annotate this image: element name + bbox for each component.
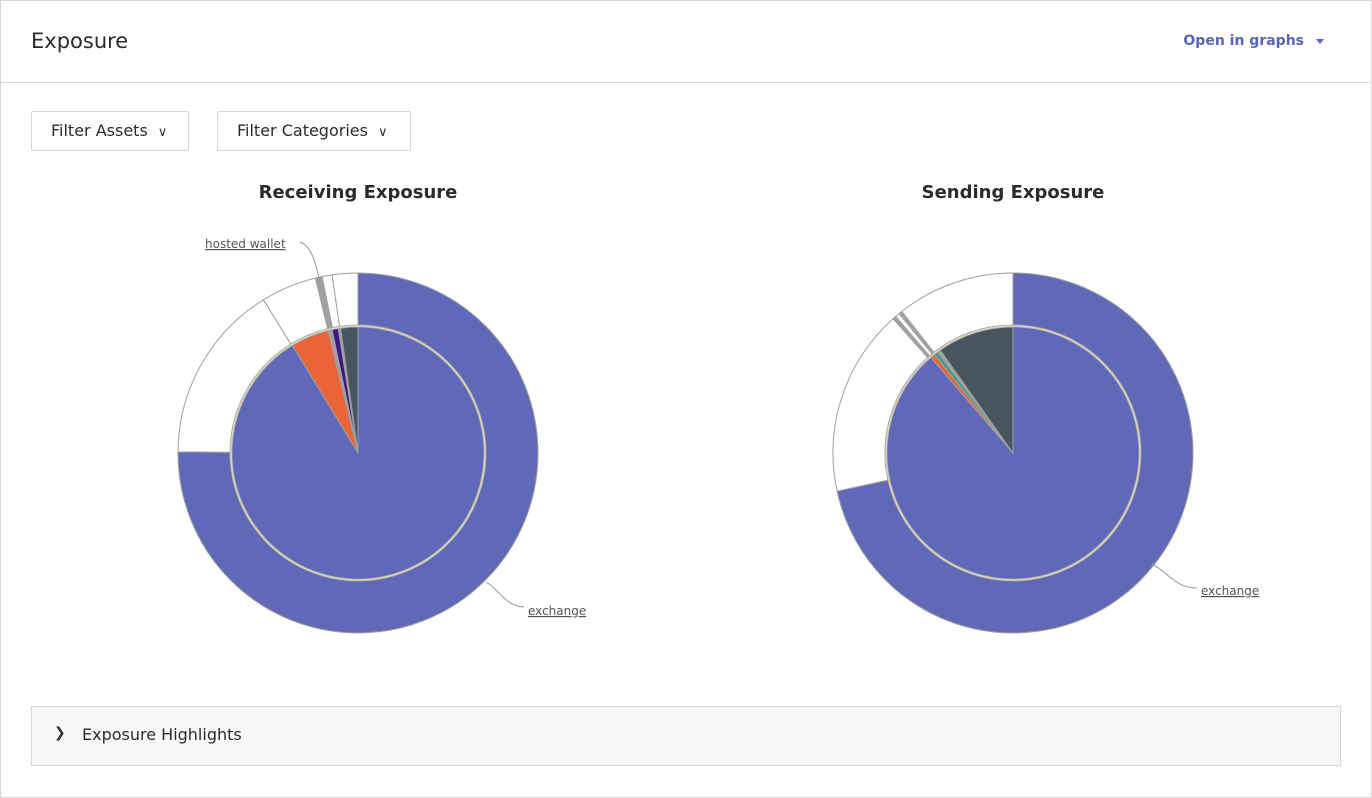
filter-categories-label: Filter Categories — [237, 121, 368, 140]
open-in-graphs-button[interactable]: Open in graphs — [1183, 33, 1324, 49]
receiving-exchange-label[interactable]: exchange — [528, 604, 586, 618]
chevron-right-icon: ❯ — [54, 725, 66, 741]
exposure-charts: hosted wallet exchange exchange — [177, 237, 1259, 634]
filter-categories-dropdown[interactable]: Filter Categories ∨ — [217, 111, 411, 151]
ring-separator — [885, 325, 1141, 581]
receiving-exposure-pie — [177, 272, 539, 634]
inner-slice-5[interactable] — [340, 326, 359, 454]
hosted-wallet-leader-line — [299, 241, 321, 283]
outer-slice-5[interactable] — [901, 272, 1014, 354]
sending-exchange-leader-line — [1151, 563, 1198, 589]
receiving-exchange-leader-line — [485, 581, 525, 608]
exposure-highlights-accordion[interactable]: ❯ Exposure Highlights — [31, 706, 1341, 766]
ring-separator — [230, 325, 486, 581]
chevron-down-icon: ∨ — [377, 125, 388, 140]
open-in-graphs-label: Open in graphs — [1183, 33, 1304, 49]
hosted-wallet-label[interactable]: hosted wallet — [205, 237, 286, 251]
exposure-highlights-label: Exposure Highlights — [82, 725, 242, 744]
outer-slice-5[interactable] — [331, 272, 359, 327]
sending-exchange-label[interactable]: exchange — [1201, 584, 1259, 598]
inner-slice-4[interactable] — [939, 326, 1014, 455]
chevron-down-icon: ∨ — [157, 125, 168, 140]
outer-slice-exchange[interactable] — [836, 272, 1194, 634]
outer-slice-exchange[interactable] — [177, 272, 539, 634]
sending-exposure-pie — [832, 272, 1194, 634]
receiving-chart-title: Receiving Exposure — [258, 182, 458, 203]
page-title: Exposure — [31, 29, 129, 53]
filter-assets-label: Filter Assets — [51, 121, 148, 140]
caret-down-icon — [1316, 38, 1324, 44]
panel-header: Exposure Open in graphs — [0, 0, 1370, 83]
sending-chart-title: Sending Exposure — [921, 182, 1105, 203]
filter-assets-dropdown[interactable]: Filter Assets ∨ — [31, 111, 189, 151]
